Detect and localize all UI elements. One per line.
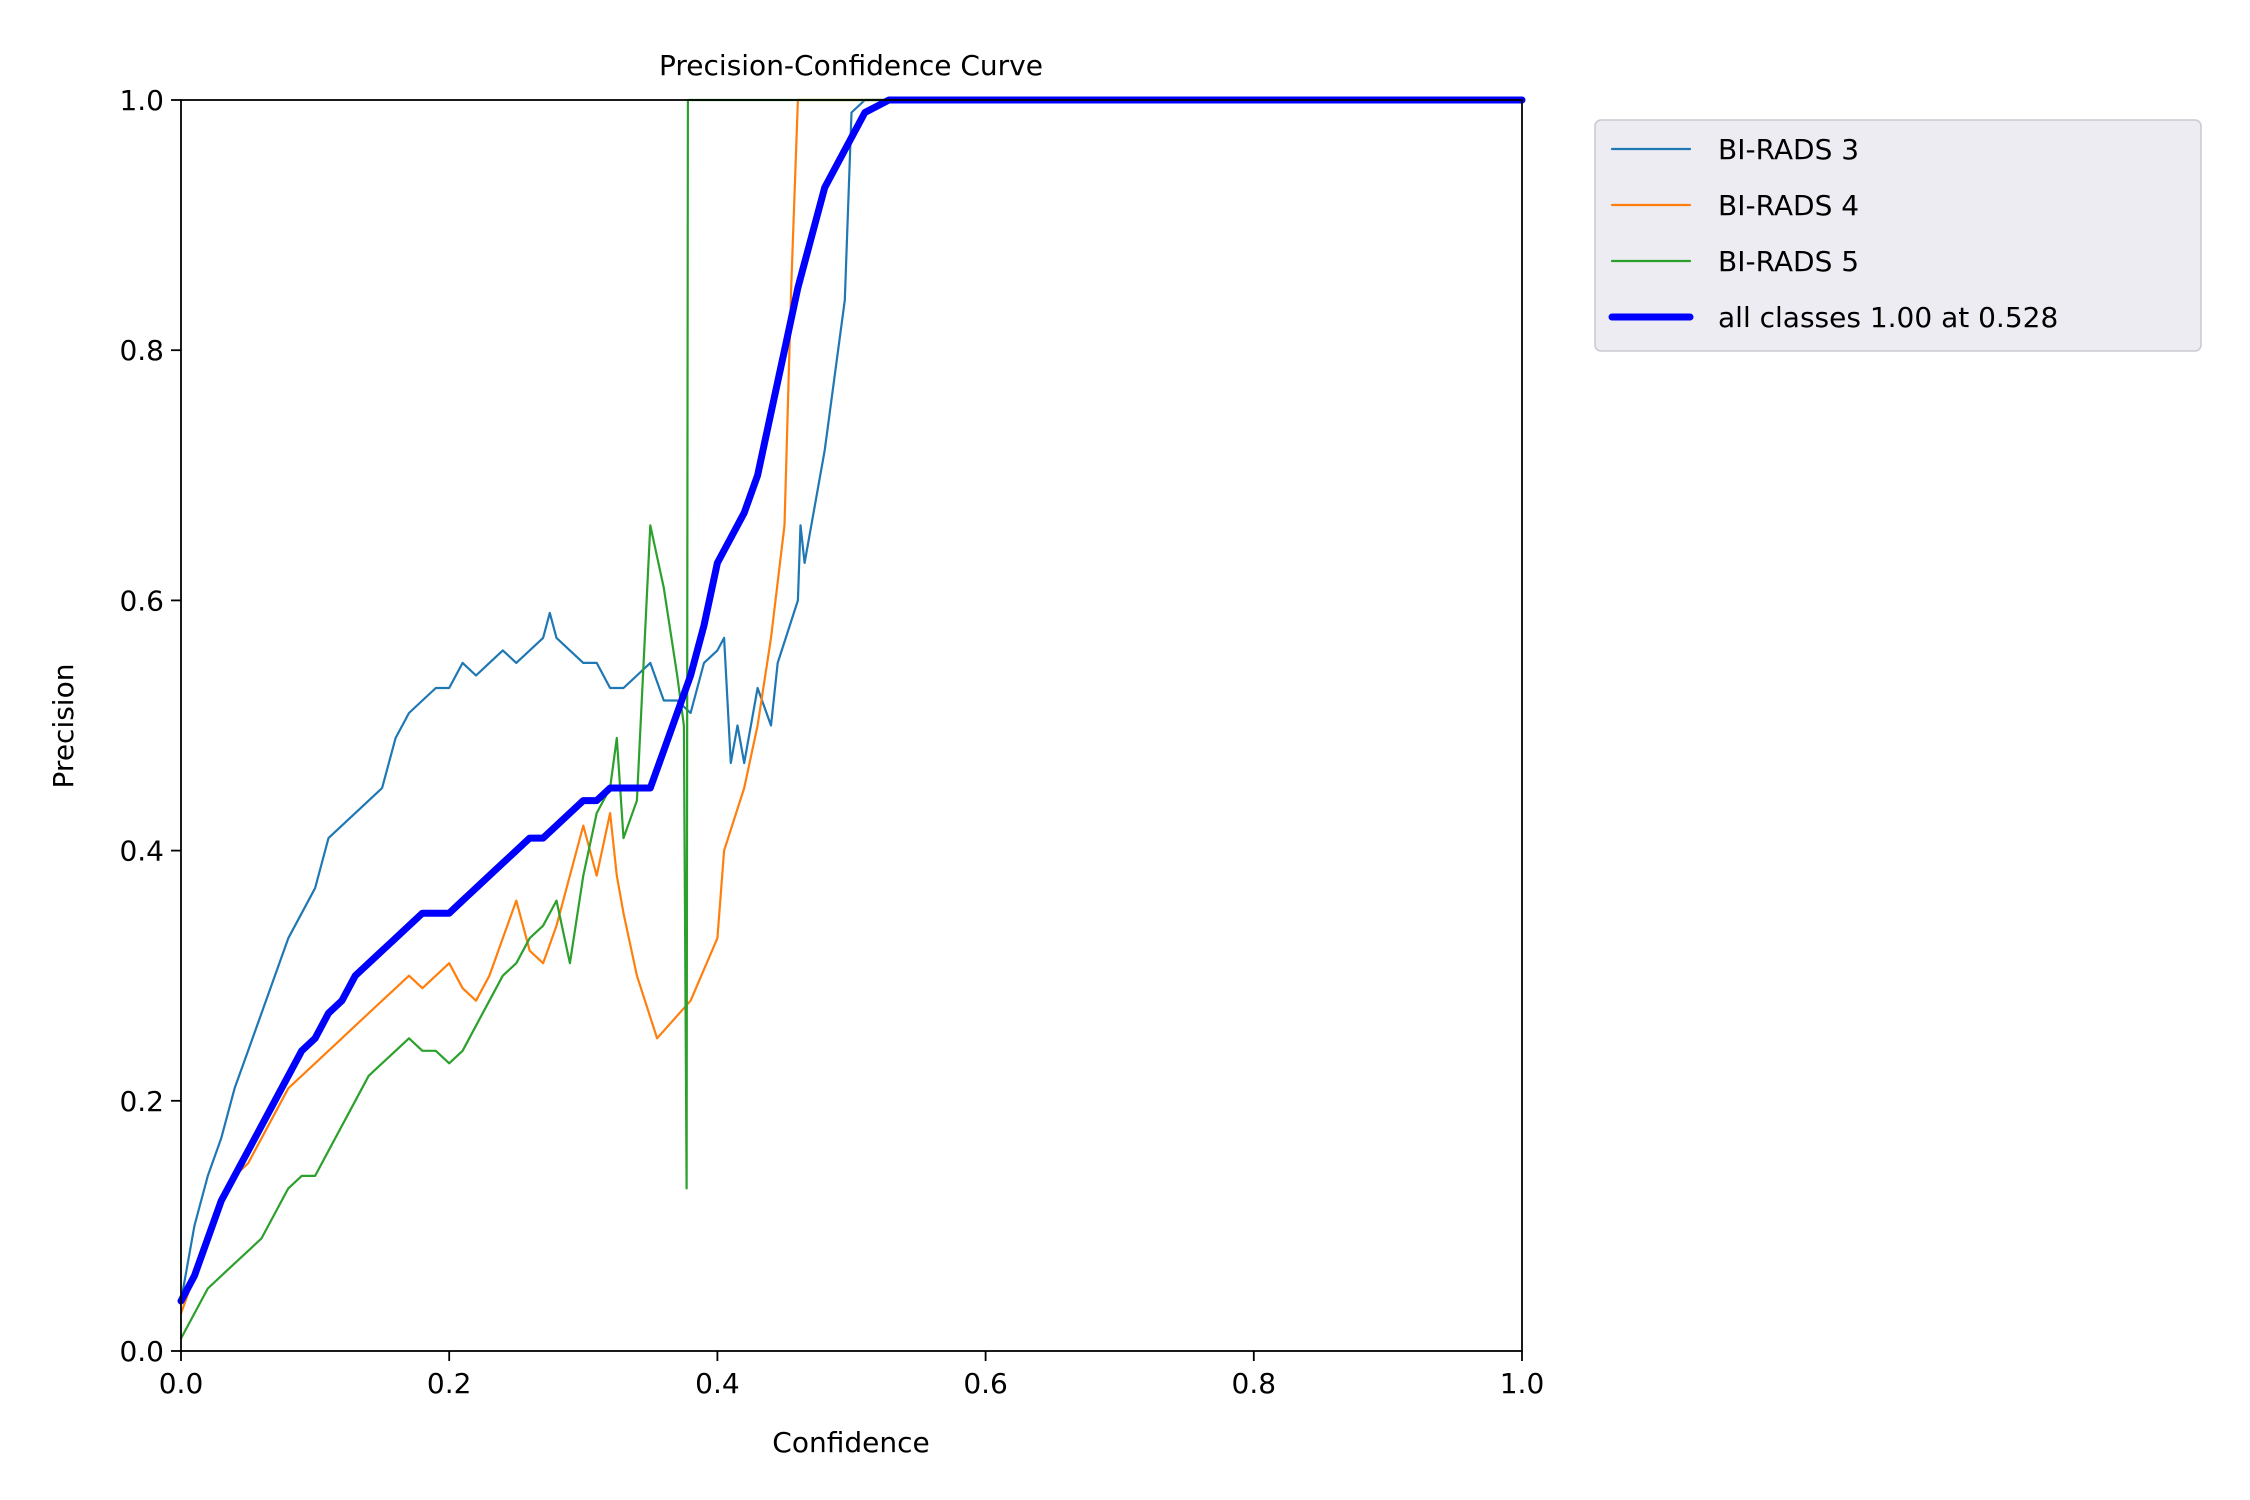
legend-label-4: all classes 1.00 at 0.528 — [1718, 301, 2058, 334]
x-tick-label: 1.0 — [1500, 1367, 1545, 1400]
legend-label-2: BI-RADS 4 — [1718, 189, 1859, 222]
y-tick-label: 0.2 — [119, 1085, 164, 1118]
legend-label-3: BI-RADS 5 — [1718, 245, 1859, 278]
series-line-3 — [179, 98, 1524, 1340]
x-tick-label: 0.0 — [159, 1367, 204, 1400]
series-layer — [177, 96, 1526, 1340]
legend-items: BI-RADS 3 BI-RADS 4 BI-RADS 5 all classes 1… — [1608, 133, 2058, 334]
x-tick-label: 0.8 — [1232, 1367, 1277, 1400]
x-tick-label: 0.2 — [427, 1367, 472, 1400]
y-axis-ticks: 0.0 0.2 0.4 0.6 0.8 1.0 — [119, 84, 181, 1368]
chart-title: Precision-Confidence Curve — [659, 49, 1043, 82]
x-tick-label: 0.4 — [695, 1367, 740, 1400]
y-tick-label: 0.6 — [119, 584, 164, 617]
x-axis-label: Confidence — [772, 1426, 929, 1459]
x-axis-ticks: 0.0 0.2 0.4 0.6 0.8 1.0 — [159, 1351, 1545, 1400]
y-tick-label: 0.8 — [119, 334, 164, 367]
legend-label-1: BI-RADS 3 — [1718, 133, 1859, 166]
y-tick-label: 1.0 — [119, 84, 164, 117]
x-tick-label: 0.6 — [963, 1367, 1008, 1400]
y-axis-label: Precision — [47, 664, 80, 789]
series-line-2 — [179, 98, 1524, 1315]
series-line-1 — [179, 98, 1524, 1303]
plot-area — [181, 100, 1522, 1351]
y-tick-label: 0.0 — [119, 1335, 164, 1368]
axes-frame — [180, 99, 1523, 1352]
legend: BI-RADS 3 BI-RADS 4 BI-RADS 5 all classes 1… — [1594, 119, 2202, 352]
series-line-4 — [177, 96, 1526, 1305]
legend-box — [1594, 119, 2202, 352]
y-tick-label: 0.4 — [119, 835, 164, 868]
